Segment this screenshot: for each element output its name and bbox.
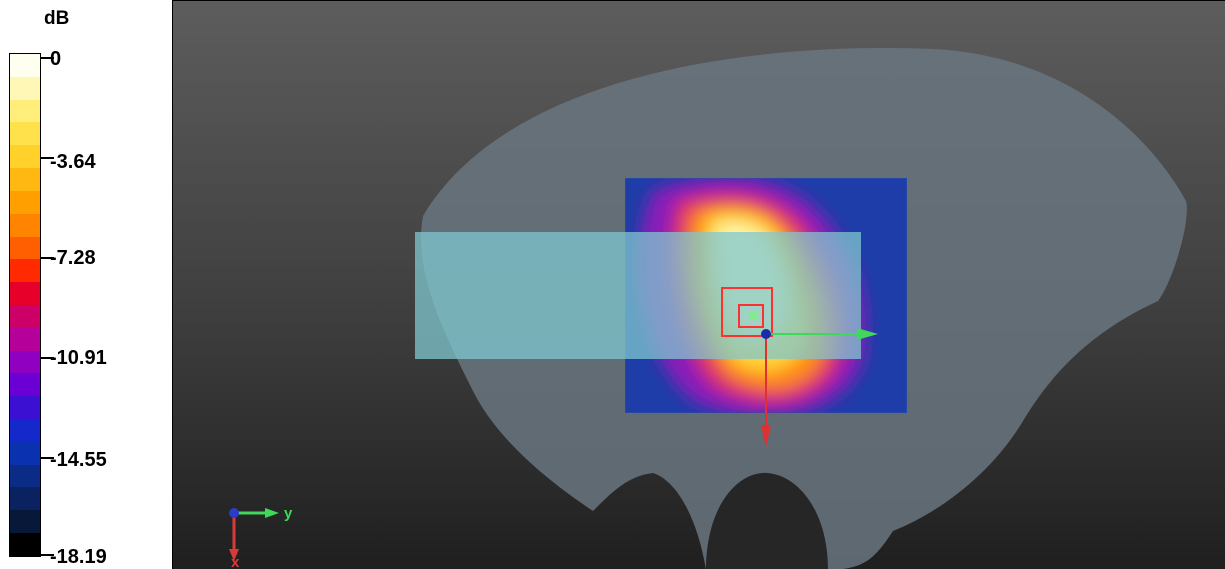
legend-tick-label: -10.91 [50,347,107,369]
legend-color-bar [9,53,41,557]
triad-y-label: y [284,505,293,522]
legend-color-segment [10,510,40,534]
scene-canvas[interactable]: y x [173,1,1225,569]
zoom-scan-outer [721,287,773,337]
device-box [415,232,861,359]
legend-color-segment [10,373,40,397]
legend-color-segment [10,487,40,511]
legend-tick [40,57,54,59]
legend-color-segment [10,236,40,260]
triad-x-label: x [231,554,240,569]
legend-tick [40,357,54,359]
legend-tick [40,457,54,459]
legend-color-segment [10,464,40,488]
legend-color-segment [10,190,40,214]
local-y-arrowhead [857,328,878,340]
legend-tick-label: -18.19 [50,546,107,568]
local-origin [761,329,771,339]
legend-color-segment [10,396,40,419]
legend-unit: dB [44,8,70,29]
legend-color-segment [10,213,40,237]
legend-tick-label: -3.64 [50,151,96,173]
legend-tick [40,257,54,259]
legend-color-segment [10,168,40,191]
color-scale-legend: dB 0 -3.64 -7.28 -10.91 -14.55 -18.19 [0,0,172,569]
legend-color-segment [10,76,40,100]
legend-tick-label: -7.28 [50,247,96,269]
local-x-arrowhead [761,425,771,447]
legend-color-segment [10,99,40,123]
legend-color-segment [10,122,40,146]
legend-color-segment [10,54,40,77]
legend-tick-label: -14.55 [50,449,107,471]
legend-color-segment [10,282,40,305]
3d-viewport[interactable]: y x [172,0,1225,569]
legend-tick [40,554,54,556]
legend-color-segment [10,441,40,465]
legend-tick [40,157,54,159]
legend-color-segment [10,350,40,374]
legend-color-segment [10,327,40,351]
orientation-triad: y x [229,505,293,569]
legend-color-segment [10,145,40,169]
legend-color-segment [10,304,40,328]
legend-color-segment [10,533,40,556]
legend-color-segment [10,259,40,283]
peak-marker [749,312,757,320]
zoom-scan-inner [738,304,764,328]
legend-color-segment [10,419,40,442]
legend-tick-label: 0 [50,48,62,70]
phantom-notch [706,472,828,569]
